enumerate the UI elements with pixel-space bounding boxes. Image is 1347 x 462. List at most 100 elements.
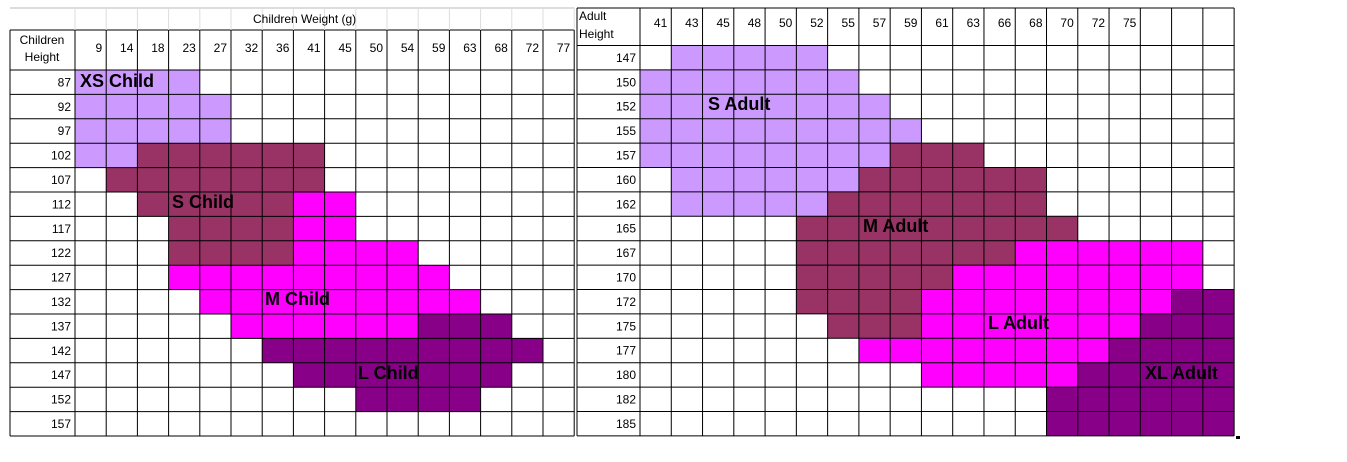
cell <box>1077 362 1110 388</box>
cell <box>733 143 766 168</box>
cell <box>75 216 107 241</box>
cell <box>983 69 1016 95</box>
cell <box>262 338 294 363</box>
cell <box>1171 69 1203 95</box>
cell <box>543 143 575 168</box>
cell <box>418 387 450 412</box>
cell <box>199 338 231 363</box>
cell <box>890 411 922 436</box>
cell <box>449 411 481 436</box>
cell <box>106 289 138 314</box>
cell <box>765 411 797 436</box>
cell <box>262 143 294 168</box>
cell <box>106 143 138 168</box>
cell <box>640 143 672 168</box>
row-label: 137 <box>51 319 71 333</box>
cell <box>890 387 922 412</box>
cell <box>1171 338 1203 363</box>
cell <box>983 143 1016 168</box>
cell <box>511 338 543 363</box>
column-label: 59 <box>432 41 446 55</box>
cell <box>1077 45 1110 70</box>
row-label: 170 <box>616 270 636 284</box>
cell <box>796 338 828 363</box>
cell <box>106 411 138 436</box>
cell <box>387 118 419 144</box>
cell <box>449 362 481 388</box>
cell <box>858 240 891 266</box>
cell <box>1015 191 1047 217</box>
cell <box>418 216 450 241</box>
cell <box>324 314 356 339</box>
cell <box>75 94 107 119</box>
cell <box>952 265 984 290</box>
cell <box>796 118 828 144</box>
cell <box>355 70 387 95</box>
cell <box>262 362 294 388</box>
cell <box>890 289 922 314</box>
cell <box>199 240 231 266</box>
cell <box>324 118 356 144</box>
corner-label: Height <box>25 50 60 64</box>
cell <box>796 69 828 95</box>
cell <box>231 118 263 144</box>
row-label: 162 <box>616 197 636 211</box>
cell <box>952 216 984 241</box>
cell <box>199 387 231 412</box>
cell <box>827 167 859 192</box>
cell <box>640 94 672 119</box>
cell <box>75 289 107 314</box>
cell <box>921 265 953 290</box>
cell <box>1015 143 1047 168</box>
cell <box>702 45 734 70</box>
cell <box>231 143 263 168</box>
cell <box>827 143 859 168</box>
row-label: 172 <box>616 295 636 309</box>
cell <box>983 265 1016 290</box>
cell <box>1171 411 1203 436</box>
cell <box>890 69 922 95</box>
cell <box>796 191 828 217</box>
cell <box>671 265 703 290</box>
cell <box>324 289 356 314</box>
cell <box>640 45 672 70</box>
cell <box>1077 338 1110 363</box>
row-label: 112 <box>52 197 71 211</box>
column-label: 32 <box>245 41 259 55</box>
cell <box>1046 167 1078 192</box>
cell <box>921 289 953 314</box>
cell <box>983 289 1016 314</box>
cell <box>511 192 543 217</box>
cell <box>231 387 263 412</box>
cell <box>511 70 543 95</box>
cell <box>137 411 169 436</box>
cell <box>890 167 922 192</box>
cell <box>449 143 481 168</box>
cell <box>1202 167 1235 192</box>
cell <box>168 362 200 388</box>
cell <box>671 338 703 363</box>
cell <box>418 338 450 363</box>
row-label: 157 <box>616 148 636 162</box>
cell <box>1046 338 1078 363</box>
cell <box>671 94 703 119</box>
cell <box>983 216 1016 241</box>
cell <box>1109 143 1141 168</box>
cell <box>952 94 984 119</box>
cell <box>983 94 1016 119</box>
row-label: 182 <box>616 392 636 406</box>
cell <box>1077 289 1110 314</box>
cell <box>1109 265 1141 290</box>
cell <box>1202 191 1235 217</box>
cell <box>890 362 922 388</box>
cell <box>1077 387 1110 412</box>
cell <box>1140 411 1172 436</box>
cell <box>168 411 200 436</box>
row-label: 127 <box>51 271 71 285</box>
cell <box>1140 387 1172 412</box>
cell <box>137 338 169 363</box>
cell <box>671 387 703 412</box>
cell <box>1140 313 1172 339</box>
cell <box>640 118 672 144</box>
cell <box>449 118 481 144</box>
